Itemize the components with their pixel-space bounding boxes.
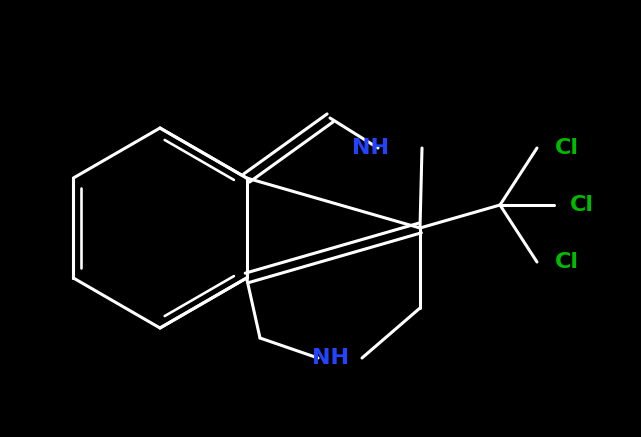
Text: NH: NH	[312, 348, 349, 368]
Text: Cl: Cl	[555, 252, 579, 272]
Text: Cl: Cl	[555, 138, 579, 158]
Text: Cl: Cl	[570, 195, 594, 215]
Text: NH: NH	[351, 138, 388, 158]
